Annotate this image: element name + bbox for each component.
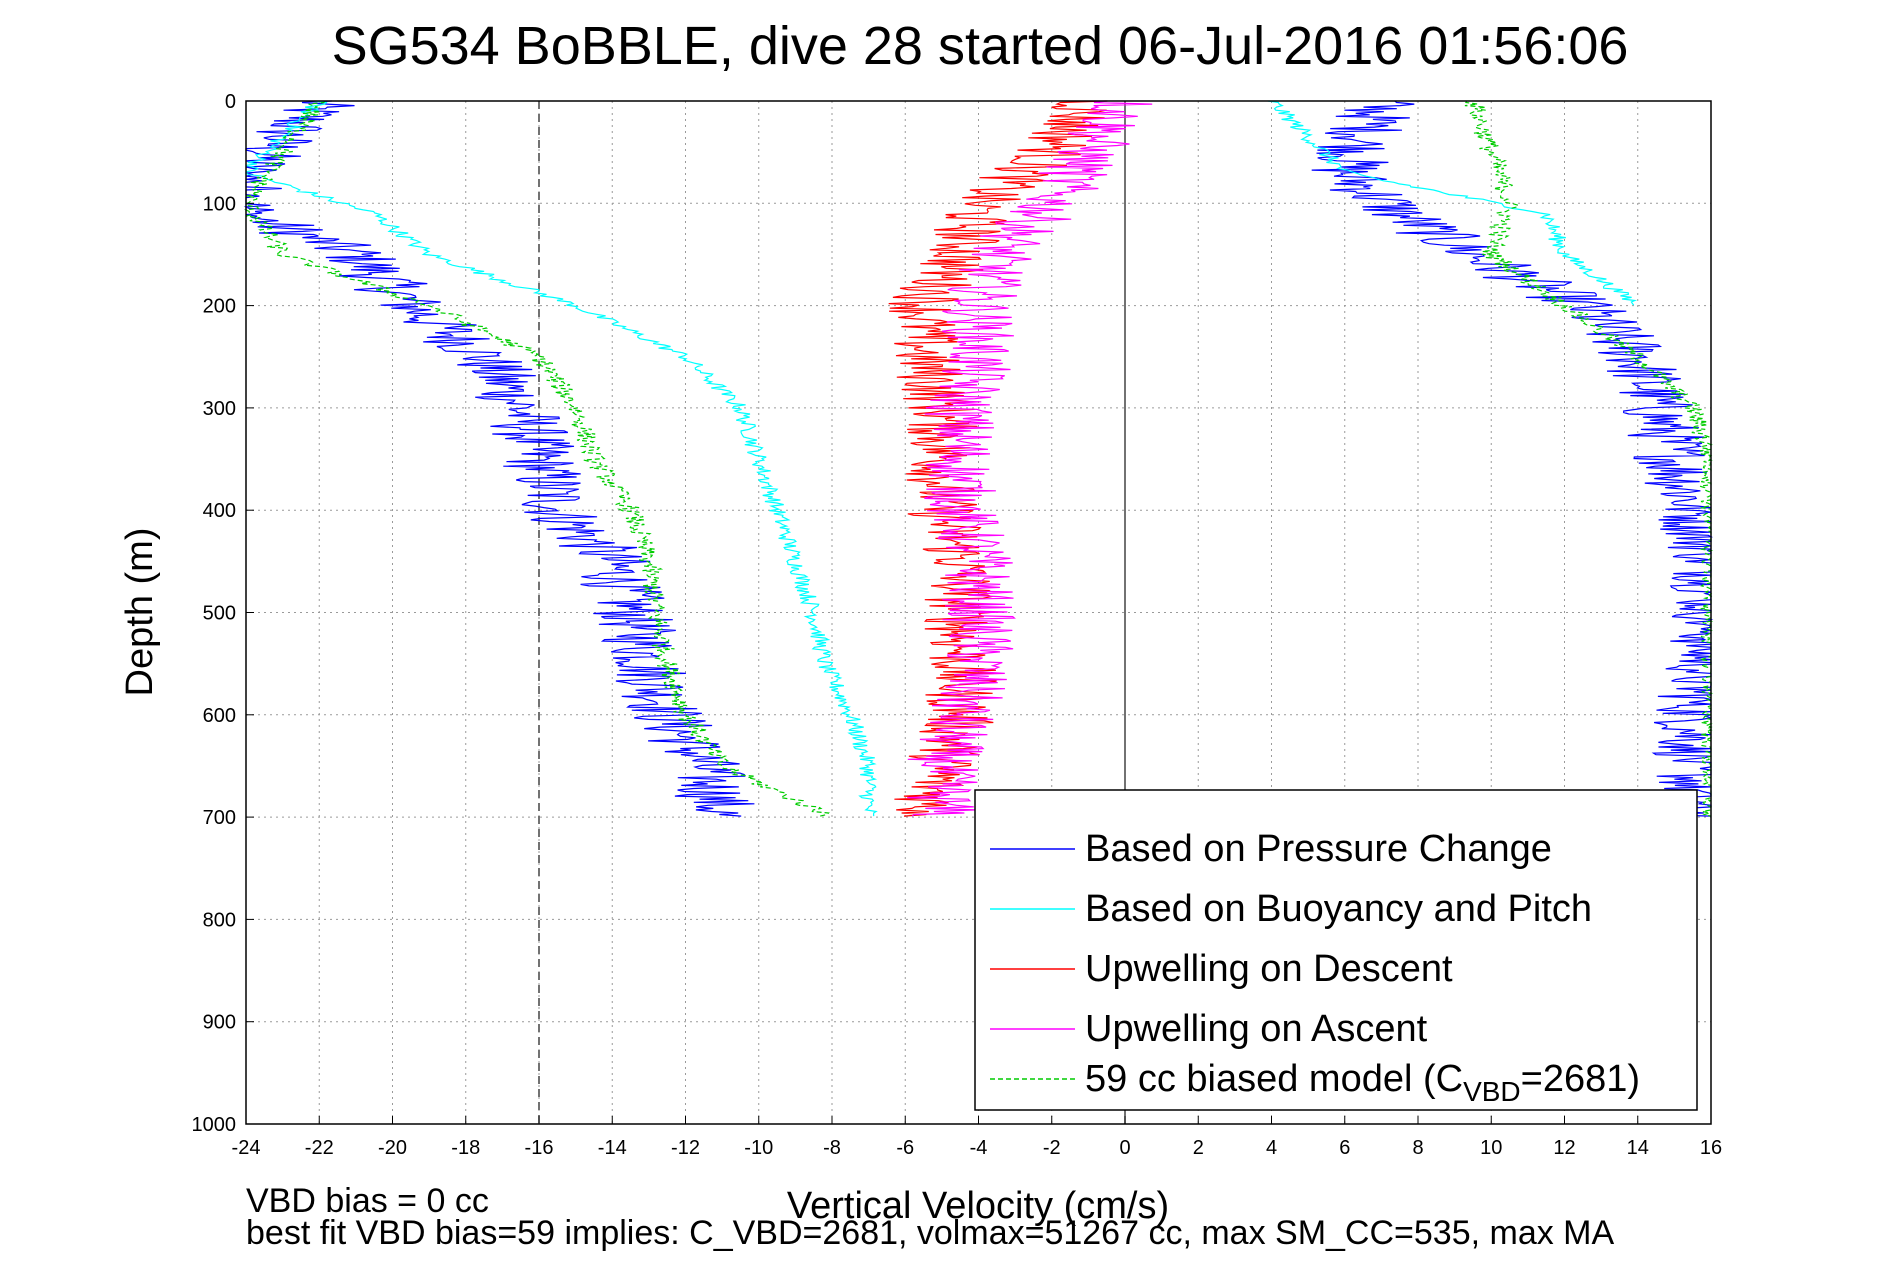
y-axis-label: Depth (m) (119, 528, 161, 697)
data-series (243, 100, 1714, 817)
series-based-on-buoyancy-and-pitch-descent-line (245, 100, 878, 817)
x-tick-label: -22 (305, 1137, 334, 1159)
footer-line-1: VBD bias = 0 cc (246, 1182, 489, 1220)
x-tick-label: -20 (378, 1137, 407, 1159)
x-axis-ticks: -24 -22 -20 -18 -16 -14 -12 -10 -8 -6 -4 -2 0 2 4 6 8 10 1… (232, 1116, 1722, 1159)
y-tick-label: 600 (203, 705, 236, 727)
x-tick-label: 14 (1627, 1137, 1649, 1159)
x-tick-label: -16 (525, 1137, 554, 1159)
y-tick-label: 100 (203, 193, 236, 215)
x-tick-label: 12 (1553, 1137, 1575, 1159)
x-tick-label: -18 (451, 1137, 480, 1159)
y-tick-label: 200 (203, 296, 236, 318)
legend-box (974, 789, 1698, 1111)
y-tick-label: 300 (203, 398, 236, 420)
series-upwelling-on-ascent-line (907, 100, 1153, 817)
y-tick-label: 700 (203, 807, 236, 829)
x-tick-label: 16 (1700, 1137, 1722, 1159)
y-tick-label: 500 (203, 603, 236, 625)
x-tick-label: 0 (1119, 1137, 1130, 1159)
y-axis-ticks: 0 100 200 300 400 500 600 700 800 900 1000 (192, 91, 254, 1136)
x-tick-label: -10 (744, 1137, 773, 1159)
series-based-on-pressure-change-ascent-line (1311, 100, 1714, 817)
legend-entry-label: Upwelling on Ascent (1085, 1008, 1428, 1050)
legend-entry-label: Based on Buoyancy and Pitch (1085, 888, 1592, 930)
legend-subscript: VBD (1463, 1076, 1521, 1107)
legend-entry-label: 59 cc biased model (CVBD=2681) (1085, 1058, 1640, 1107)
x-tick-label: -4 (970, 1137, 988, 1159)
legend-tail: =2681) (1521, 1058, 1640, 1100)
legend-entry-label: Upwelling on Descent (1085, 948, 1453, 990)
series-59-cc-biased-model-c-vbd-2681-descent-line (243, 100, 830, 817)
series-based-on-buoyancy-and-pitch-ascent-line (1267, 100, 1638, 306)
chart-title: SG534 BoBBLE, dive 28 started 06-Jul-201… (332, 16, 1629, 76)
x-tick-label: 8 (1412, 1137, 1423, 1159)
series-based-on-pressure-change-descent-line (243, 100, 755, 817)
footer-line-2: best fit VBD bias=59 implies: C_VBD=2681… (246, 1214, 1615, 1252)
y-tick-label: 400 (203, 500, 236, 522)
x-tick-label: 10 (1480, 1137, 1502, 1159)
x-tick-label: -6 (896, 1137, 914, 1159)
x-tick-label: -8 (823, 1137, 841, 1159)
x-tick-label: -24 (232, 1137, 261, 1159)
y-tick-label: 0 (225, 91, 236, 113)
x-tick-label: -12 (671, 1137, 700, 1159)
series-59-cc-biased-model-c-vbd-2681-ascent-line (1464, 100, 1714, 817)
x-tick-label: -14 (598, 1137, 627, 1159)
legend-entry-label: Based on Pressure Change (1085, 828, 1552, 870)
y-tick-label: 1000 (192, 1114, 237, 1136)
y-tick-label: 800 (203, 909, 236, 931)
y-tick-label: 900 (203, 1012, 236, 1034)
x-tick-label: 2 (1193, 1137, 1204, 1159)
x-tick-label: -2 (1043, 1137, 1061, 1159)
legend: Based on Pressure Change Based on Buoyanc… (974, 789, 1698, 1111)
x-tick-label: 6 (1339, 1137, 1350, 1159)
x-tick-label: 4 (1266, 1137, 1277, 1159)
x-axis-label: Vertical Velocity (cm/s) (787, 1185, 1169, 1227)
